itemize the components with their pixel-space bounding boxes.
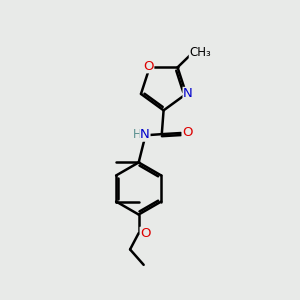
Text: O: O xyxy=(140,227,151,240)
Text: N: N xyxy=(183,87,193,101)
Text: H: H xyxy=(133,128,142,141)
Text: O: O xyxy=(143,60,154,73)
Text: N: N xyxy=(140,128,150,141)
Text: CH₃: CH₃ xyxy=(189,46,211,59)
Text: O: O xyxy=(182,126,193,139)
